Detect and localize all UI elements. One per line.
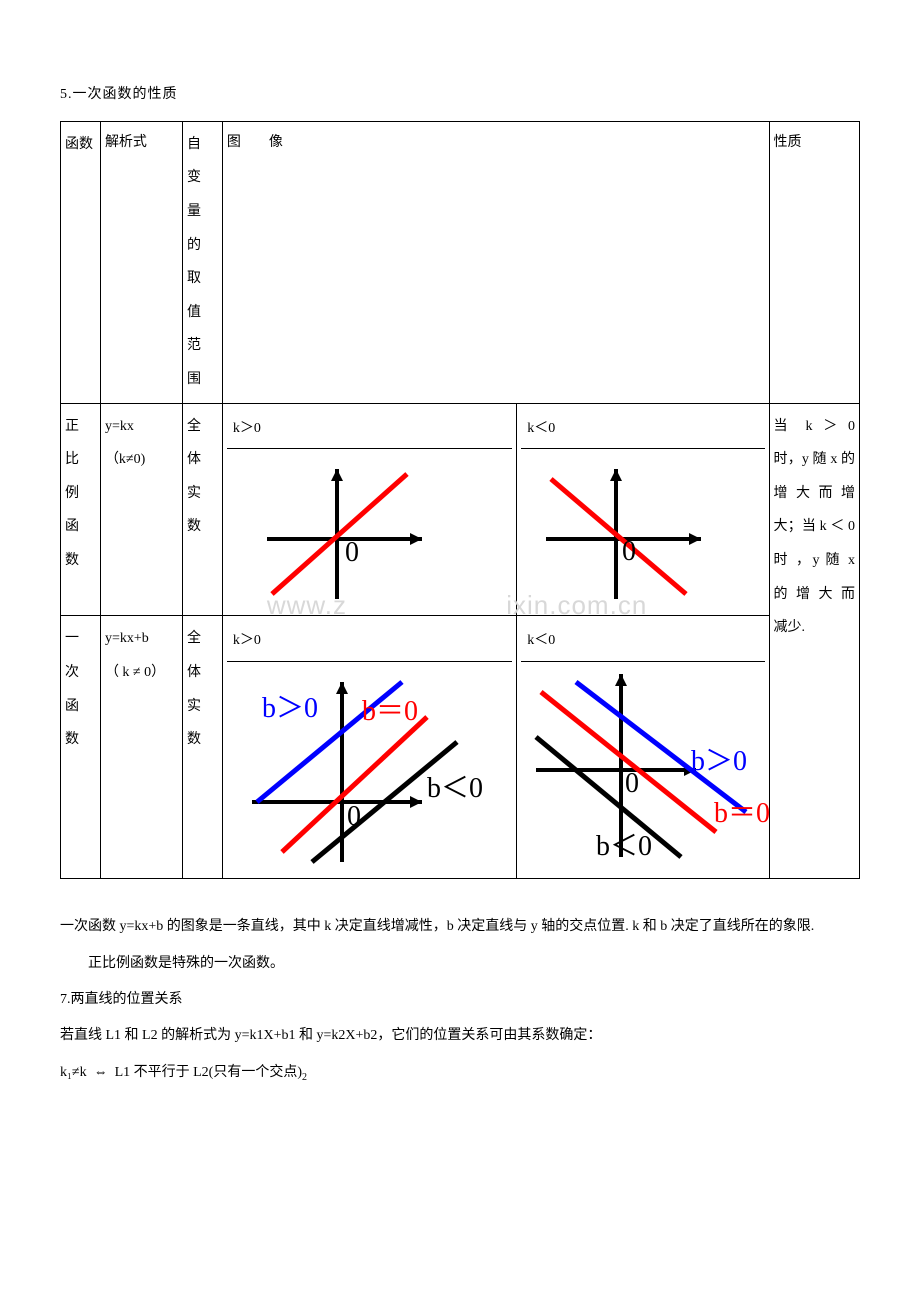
row2-kpos-label: k＞0 xyxy=(227,622,512,662)
p5-right: L1 不平行于 L2(只有一个交点) xyxy=(115,1065,302,1080)
row2-fn: 一次函数 xyxy=(61,616,101,879)
header-domain: 自变量的取值范围 xyxy=(182,121,222,403)
p5-sub: 2 xyxy=(302,1072,307,1083)
body-p4: 若直线 L1 和 L2 的解析式为 y=k1X+b1 和 y=k2X+b2，它们… xyxy=(60,1018,860,1054)
p5-left: k₁≠k xyxy=(60,1065,87,1080)
svg-text:b＞0: b＞0 xyxy=(262,693,318,724)
body-p1: 一次函数 y=kx+b 的图象是一条直线，其中 k 决定直线增减性，b 决定直线… xyxy=(60,909,860,945)
header-img: 图 像 xyxy=(222,121,769,403)
row2-graph-kpos: k＞0 b＞0 b＝0 b＜0 0 xyxy=(222,616,516,879)
header-prop: 性质 xyxy=(769,121,859,403)
header-fn: 函数 xyxy=(61,121,101,403)
body-p2: 正比例函数是特殊的一次函数。 xyxy=(60,946,860,982)
svg-text:0: 0 xyxy=(622,536,636,567)
row1-expr: y=kx（k≠0) xyxy=(100,403,182,616)
row2-graph-kneg: k＜0 b＞0 b＝0 b＜0 0 xyxy=(517,616,769,879)
row1-kpos-label: k＞0 xyxy=(227,410,512,450)
row1-graph-kpos: k＞0 0 www.z xyxy=(222,403,516,616)
body-p5: k₁≠k ⇔ L1 不平行于 L2(只有一个交点)2 xyxy=(60,1055,860,1091)
svg-text:0: 0 xyxy=(345,537,359,568)
graph-prop-kneg: 0 xyxy=(521,449,761,609)
body-text: 一次函数 y=kx+b 的图象是一条直线，其中 k 决定直线增减性，b 决定直线… xyxy=(60,909,860,1091)
properties-table: 函数 解析式 自变量的取值范围 图 像 性质 正比例函数 y=kx（k≠0) 全… xyxy=(60,121,860,879)
graph-linear-kpos: b＞0 b＝0 b＜0 0 xyxy=(227,662,507,872)
row2-kneg-label: k＜0 xyxy=(521,622,764,662)
svg-text:0: 0 xyxy=(625,768,639,799)
header-expr: 解析式 xyxy=(100,121,182,403)
row2-expr: y=kx+b（ k ≠ 0） xyxy=(100,616,182,879)
p5-iff: ⇔ xyxy=(94,1065,108,1080)
row1-graph-kneg: k＜0 0 ixin.com.cn xyxy=(517,403,769,616)
svg-text:b＜0: b＜0 xyxy=(427,773,483,804)
section-title: 5.一次函数的性质 xyxy=(60,80,860,111)
graph-prop-kpos: 0 xyxy=(227,449,507,609)
row1-kneg-label: k＜0 xyxy=(521,410,764,450)
graph-linear-kneg: b＞0 b＝0 b＜0 0 xyxy=(521,662,781,872)
prop-text: 当 k ＞ 0 时，y 随 x 的增大而增大；当 k ＜ 0 时 ，y 随 x … xyxy=(769,403,859,879)
svg-text:0: 0 xyxy=(347,801,361,832)
svg-text:b＞0: b＞0 xyxy=(691,746,747,777)
svg-text:b＝0: b＝0 xyxy=(714,798,770,829)
row2-domain: 全体实数 xyxy=(182,616,222,879)
svg-text:b＝0: b＝0 xyxy=(362,696,418,727)
row1-fn: 正比例函数 xyxy=(61,403,101,616)
body-p3: 7.两直线的位置关系 xyxy=(60,982,860,1018)
svg-text:b＜0: b＜0 xyxy=(596,831,652,862)
row1-domain: 全体实数 xyxy=(182,403,222,616)
